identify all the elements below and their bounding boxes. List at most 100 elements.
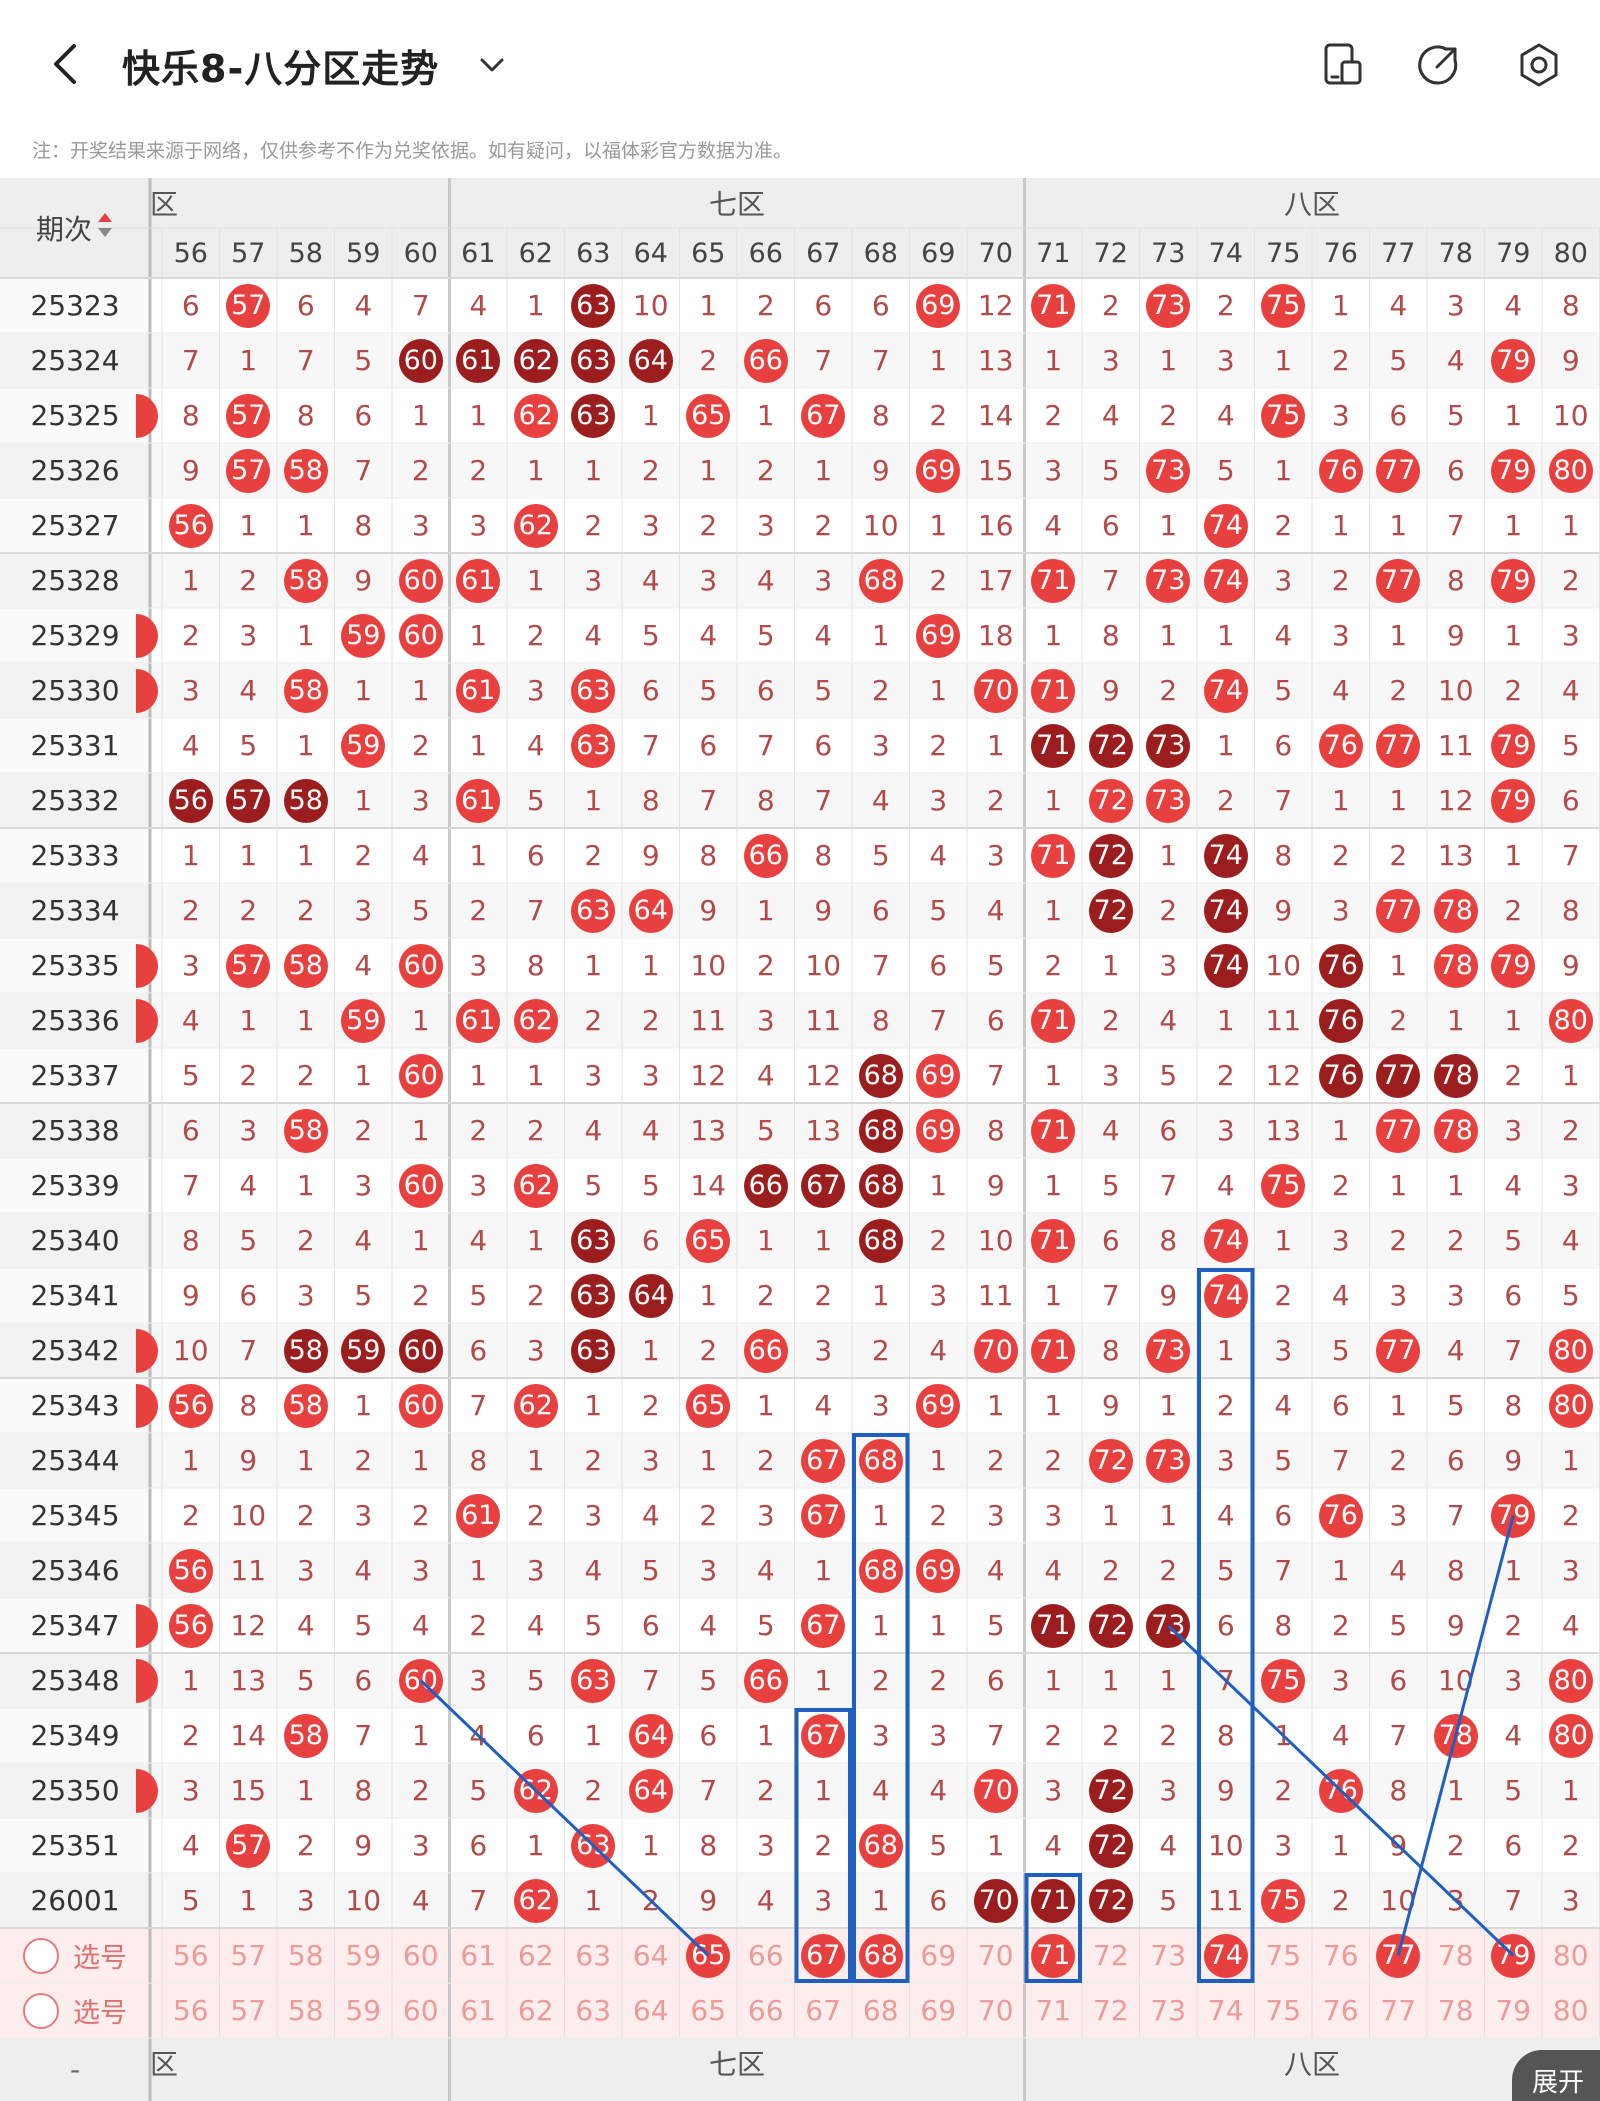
select-number-cell[interactable]: 63 (565, 1928, 623, 1983)
select-number-cell[interactable]: 65 (680, 1983, 738, 2038)
select-row-label[interactable]: 选号 (0, 1928, 150, 1983)
select-number-cell[interactable]: 70 (967, 1928, 1025, 1983)
select-number-cell[interactable]: 72 (1082, 1928, 1140, 1983)
select-number-cell[interactable]: 71 (1025, 1928, 1083, 1983)
select-number-cell[interactable]: 80 (1542, 1983, 1600, 2038)
select-number[interactable]: 80 (1552, 1994, 1589, 2027)
select-number[interactable]: 59 (345, 1939, 382, 1972)
select-number[interactable]: 75 (1265, 1939, 1302, 1972)
select-number[interactable]: 61 (460, 1939, 497, 1972)
select-number[interactable]: 69 (920, 1939, 957, 1972)
select-number[interactable]: 59 (345, 1994, 382, 2027)
select-number-cell[interactable]: 62 (507, 1928, 565, 1983)
select-number[interactable]: 74 (1207, 1994, 1244, 2027)
back-arrow-icon[interactable] (40, 32, 92, 96)
select-number-cell[interactable]: 73 (1140, 1983, 1198, 2038)
select-number-cell[interactable]: 77 (1370, 1983, 1428, 2038)
select-number[interactable]: 70 (977, 1939, 1014, 1972)
select-number[interactable]: 70 (977, 1994, 1014, 2027)
device-layout-icon[interactable] (1318, 40, 1368, 90)
select-number-cell[interactable]: 56 (162, 1928, 220, 1983)
select-number-cell[interactable]: 70 (967, 1983, 1025, 2038)
select-number-cell[interactable]: 58 (277, 1928, 335, 1983)
select-radio[interactable] (23, 1992, 59, 2029)
select-number[interactable]: 78 (1437, 1994, 1474, 2027)
select-number[interactable]: 72 (1092, 1939, 1129, 1972)
share-icon[interactable] (1413, 40, 1463, 90)
select-number[interactable]: 80 (1552, 1939, 1589, 1972)
select-number-cell[interactable]: 56 (162, 1983, 220, 2038)
select-number[interactable]: 57 (230, 1939, 267, 1972)
select-number-cell[interactable]: 79 (1485, 1928, 1543, 1983)
select-number-cell[interactable]: 58 (277, 1983, 335, 2038)
select-number[interactable]: 63 (575, 1994, 612, 2027)
select-number[interactable]: 67 (805, 1994, 842, 2027)
select-number[interactable]: 58 (287, 1939, 324, 1972)
select-number[interactable]: 62 (517, 1939, 554, 1972)
select-number[interactable]: 75 (1265, 1994, 1302, 2027)
select-number-cell[interactable]: 76 (1312, 1928, 1370, 1983)
select-number-cell[interactable]: 80 (1542, 1928, 1600, 1983)
select-number[interactable]: 76 (1322, 1994, 1359, 2027)
select-number[interactable]: 64 (632, 1994, 669, 2027)
select-number[interactable]: 60 (402, 1994, 439, 2027)
select-number-cell[interactable]: 71 (1025, 1983, 1083, 2038)
select-number-cell[interactable]: 76 (1312, 1983, 1370, 2038)
select-number[interactable]: 78 (1437, 1939, 1474, 1972)
select-number-cell[interactable]: 61 (450, 1928, 508, 1983)
select-number[interactable]: 73 (1150, 1939, 1187, 1972)
selected-number-ball[interactable]: 68 (858, 1933, 903, 1978)
select-number-cell[interactable]: 61 (450, 1983, 508, 2038)
select-number-cell[interactable]: 63 (565, 1983, 623, 2038)
select-number-cell[interactable]: 60 (392, 1983, 450, 2038)
select-number-cell[interactable]: 64 (622, 1983, 680, 2038)
select-number-cell[interactable]: 74 (1197, 1928, 1255, 1983)
select-number-cell[interactable]: 78 (1427, 1983, 1485, 2038)
select-number-cell[interactable]: 60 (392, 1928, 450, 1983)
chevron-down-icon[interactable] (472, 44, 512, 84)
selected-number-ball[interactable]: 65 (686, 1933, 731, 1978)
period-header[interactable]: 期次 (0, 178, 150, 278)
select-number-cell[interactable]: 65 (680, 1928, 738, 1983)
select-number-cell[interactable]: 78 (1427, 1928, 1485, 1983)
selected-number-ball[interactable]: 74 (1203, 1933, 1248, 1978)
select-number-cell[interactable]: 62 (507, 1983, 565, 2038)
select-number-cell[interactable]: 75 (1255, 1983, 1313, 2038)
select-row-label[interactable]: 选号 (0, 1983, 150, 2038)
select-number[interactable]: 77 (1380, 1994, 1417, 2027)
select-number-cell[interactable]: 66 (737, 1983, 795, 2038)
select-number[interactable]: 56 (172, 1994, 209, 2027)
select-number-cell[interactable]: 75 (1255, 1928, 1313, 1983)
select-number-cell[interactable]: 68 (852, 1983, 910, 2038)
select-number[interactable]: 72 (1092, 1994, 1129, 2027)
select-number[interactable]: 62 (517, 1994, 554, 2027)
select-number-cell[interactable]: 57 (220, 1928, 278, 1983)
select-number-cell[interactable]: 59 (335, 1983, 393, 2038)
select-number[interactable]: 66 (747, 1939, 784, 1972)
select-number-cell[interactable]: 69 (910, 1983, 968, 2038)
selected-number-ball[interactable]: 77 (1376, 1933, 1421, 1978)
selected-number-ball[interactable]: 79 (1491, 1933, 1536, 1978)
select-number-cell[interactable]: 66 (737, 1928, 795, 1983)
select-number-cell[interactable]: 64 (622, 1928, 680, 1983)
select-number-cell[interactable]: 68 (852, 1928, 910, 1983)
selected-number-ball[interactable]: 67 (801, 1933, 846, 1978)
settings-icon[interactable] (1514, 40, 1564, 90)
select-number[interactable]: 73 (1150, 1994, 1187, 2027)
select-number-cell[interactable]: 67 (795, 1928, 853, 1983)
select-number-cell[interactable]: 77 (1370, 1928, 1428, 1983)
select-number-cell[interactable]: 69 (910, 1928, 968, 1983)
select-number-cell[interactable]: 67 (795, 1983, 853, 2038)
selected-number-ball[interactable]: 71 (1031, 1933, 1076, 1978)
select-number[interactable]: 69 (920, 1994, 957, 2027)
select-number[interactable]: 64 (632, 1939, 669, 1972)
select-number[interactable]: 63 (575, 1939, 612, 1972)
select-number-cell[interactable]: 57 (220, 1983, 278, 2038)
select-number[interactable]: 71 (1035, 1994, 1072, 2027)
select-number-cell[interactable]: 73 (1140, 1928, 1198, 1983)
select-number[interactable]: 68 (862, 1994, 899, 2027)
select-number-cell[interactable]: 72 (1082, 1983, 1140, 2038)
select-number[interactable]: 65 (690, 1994, 727, 2027)
select-number[interactable]: 58 (287, 1994, 324, 2027)
select-number[interactable]: 76 (1322, 1939, 1359, 1972)
